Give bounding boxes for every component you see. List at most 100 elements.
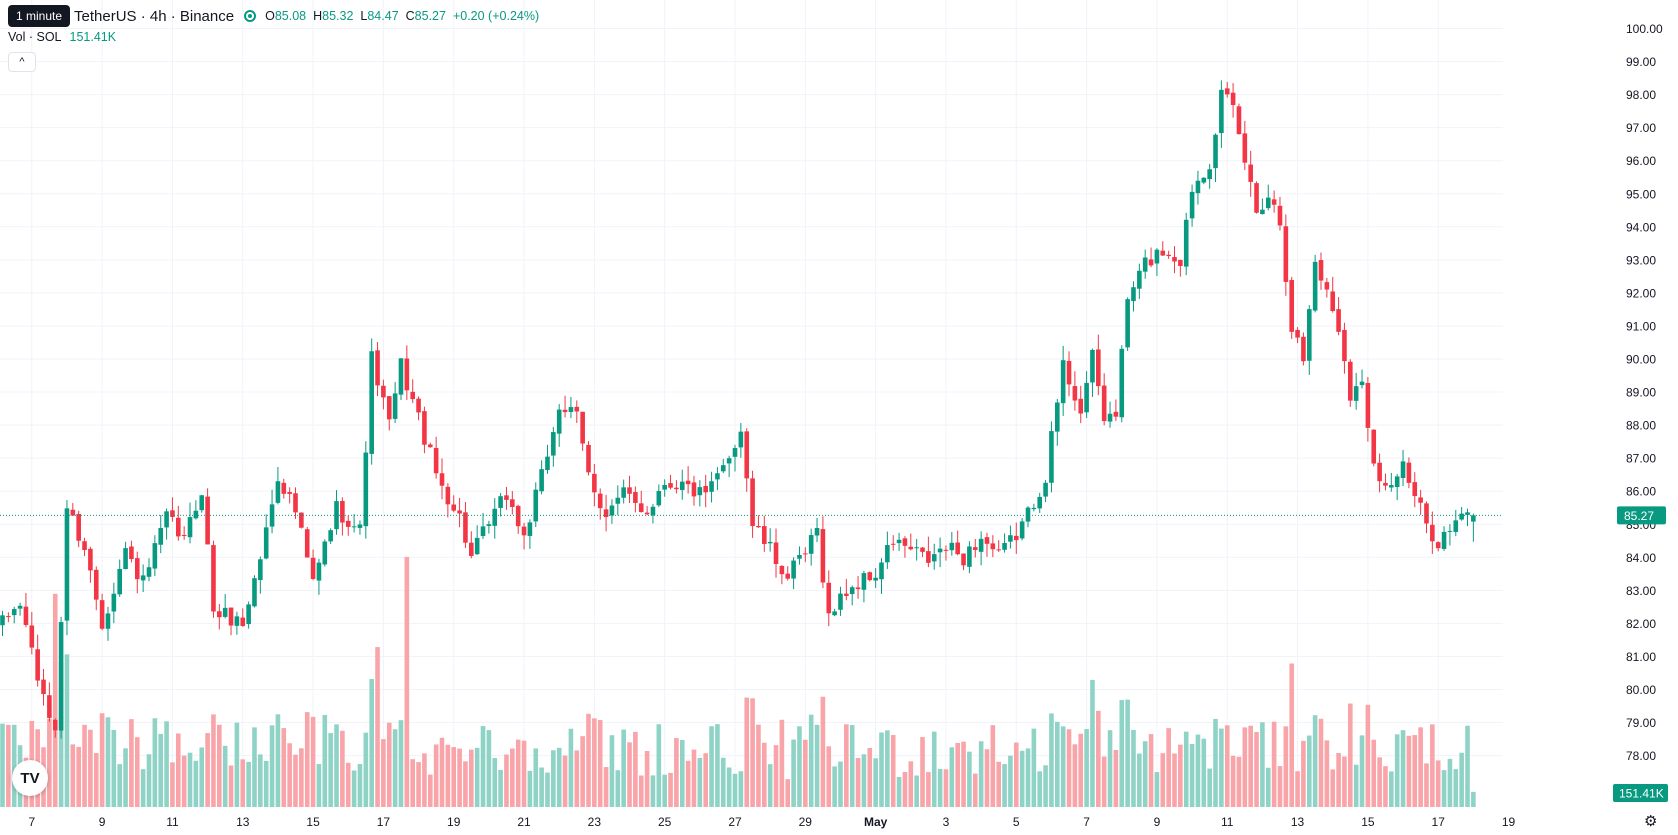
volume-bar	[386, 722, 392, 807]
volume-bar	[117, 764, 122, 807]
candle-body	[176, 517, 181, 537]
price-tick-label: 90.00	[1626, 353, 1656, 367]
candle-body	[879, 562, 884, 580]
volume-bar	[978, 741, 984, 807]
volume-bar	[269, 725, 275, 807]
candle-body	[111, 593, 117, 612]
volume-bar	[826, 746, 832, 807]
volume-bar	[111, 729, 117, 807]
volume-bar	[1318, 718, 1324, 807]
candle-body	[310, 557, 316, 579]
symbol-title[interactable]: TetherUS · 4h · Binance	[74, 7, 235, 25]
candle-body	[427, 444, 433, 448]
candle-body	[181, 534, 187, 536]
volume-bar	[70, 744, 76, 807]
time-tick-label: 29	[799, 815, 813, 829]
volume-bar	[1306, 735, 1312, 807]
volume-bar	[533, 748, 539, 807]
volume-bar	[187, 752, 193, 807]
volume-bar	[902, 772, 908, 807]
candle-body	[11, 609, 17, 616]
candle-body	[199, 495, 205, 511]
tradingview-logo[interactable]: TV	[12, 760, 48, 796]
volume-bar	[334, 724, 339, 807]
candle-body	[1195, 180, 1201, 194]
volume-bar	[1336, 753, 1341, 807]
candle-body	[732, 448, 738, 457]
candle-body	[1353, 386, 1359, 401]
candle-body	[586, 444, 591, 473]
volume-bar	[914, 775, 919, 807]
candle-body	[656, 491, 662, 506]
candle-body	[1107, 413, 1113, 422]
volume-bar	[64, 654, 70, 807]
time-tick-label: 13	[1291, 815, 1305, 829]
volume-bar	[1289, 663, 1294, 807]
candle-body	[480, 526, 486, 536]
candle-body	[972, 547, 978, 551]
candle-body	[398, 358, 404, 395]
volume-bar	[1248, 725, 1253, 807]
candle-body	[926, 551, 931, 563]
candle-body	[504, 495, 509, 500]
candle-body	[211, 545, 216, 612]
volume-bar	[943, 769, 949, 807]
volume-bar	[1025, 748, 1031, 807]
candle-body	[381, 385, 386, 398]
candle-body	[861, 573, 867, 590]
candle-body	[885, 545, 890, 563]
candle-body	[58, 622, 64, 731]
candle-body	[908, 546, 914, 550]
volume-bar	[580, 736, 585, 807]
volume-bar	[1037, 771, 1043, 807]
candle-body	[134, 558, 140, 580]
candle-body	[392, 393, 398, 419]
candle-body	[1430, 524, 1435, 542]
volume-bar	[351, 770, 357, 807]
volume-bar	[1078, 733, 1084, 807]
volume-bar	[457, 748, 462, 807]
volume-bar	[1383, 766, 1388, 807]
collapse-legend-button[interactable]: ^	[8, 52, 36, 72]
price-tick-label: 98.00	[1626, 88, 1656, 102]
candle-body	[1471, 515, 1476, 522]
gear-icon[interactable]: ⚙	[1644, 813, 1658, 830]
volume-bar	[885, 730, 890, 807]
candle-body	[1260, 209, 1265, 215]
candle-body	[1435, 542, 1441, 549]
volume-bar	[738, 771, 744, 807]
candle-body	[158, 527, 164, 545]
volume-legend-label[interactable]: Vol · SOL	[8, 30, 62, 44]
ohlc-high-label: H	[313, 9, 323, 23]
volume-bar	[879, 732, 884, 807]
candle-body	[1142, 257, 1148, 272]
volume-bar	[1119, 700, 1125, 807]
volume-bar	[381, 739, 386, 807]
volume-bar	[896, 776, 902, 807]
price-axis[interactable]: 78.0079.0080.0081.0082.0083.0084.0085.00…	[1503, 0, 1678, 835]
market-status-icon[interactable]	[244, 10, 257, 22]
candle-body	[726, 458, 732, 464]
candle-body	[1265, 197, 1271, 209]
volume-bar	[1260, 722, 1265, 807]
volume-bar	[1330, 769, 1336, 807]
volume-bar	[345, 762, 351, 807]
candle-body	[890, 543, 896, 545]
time-axis[interactable]: 7 9 11 13 15 17 19 21 23 25 27 29 May 3 5 7 9 11 13 15 17 19	[0, 807, 1678, 835]
time-tick-label: 17	[377, 815, 391, 829]
chevron-up-icon: ^	[19, 56, 25, 68]
price-tick-label: 81.00	[1626, 650, 1656, 664]
volume-bar	[621, 729, 626, 807]
candle-body	[205, 496, 210, 545]
volume-bar	[433, 744, 439, 807]
candle-body	[293, 493, 298, 513]
candle-body	[803, 553, 808, 555]
candle-body	[363, 452, 369, 527]
volume-bar	[574, 750, 580, 807]
volume-bar	[1371, 739, 1377, 807]
volume-bar	[972, 773, 978, 807]
volume-bar	[855, 757, 861, 807]
candle-body	[1078, 398, 1084, 414]
volume-bar	[158, 733, 164, 807]
